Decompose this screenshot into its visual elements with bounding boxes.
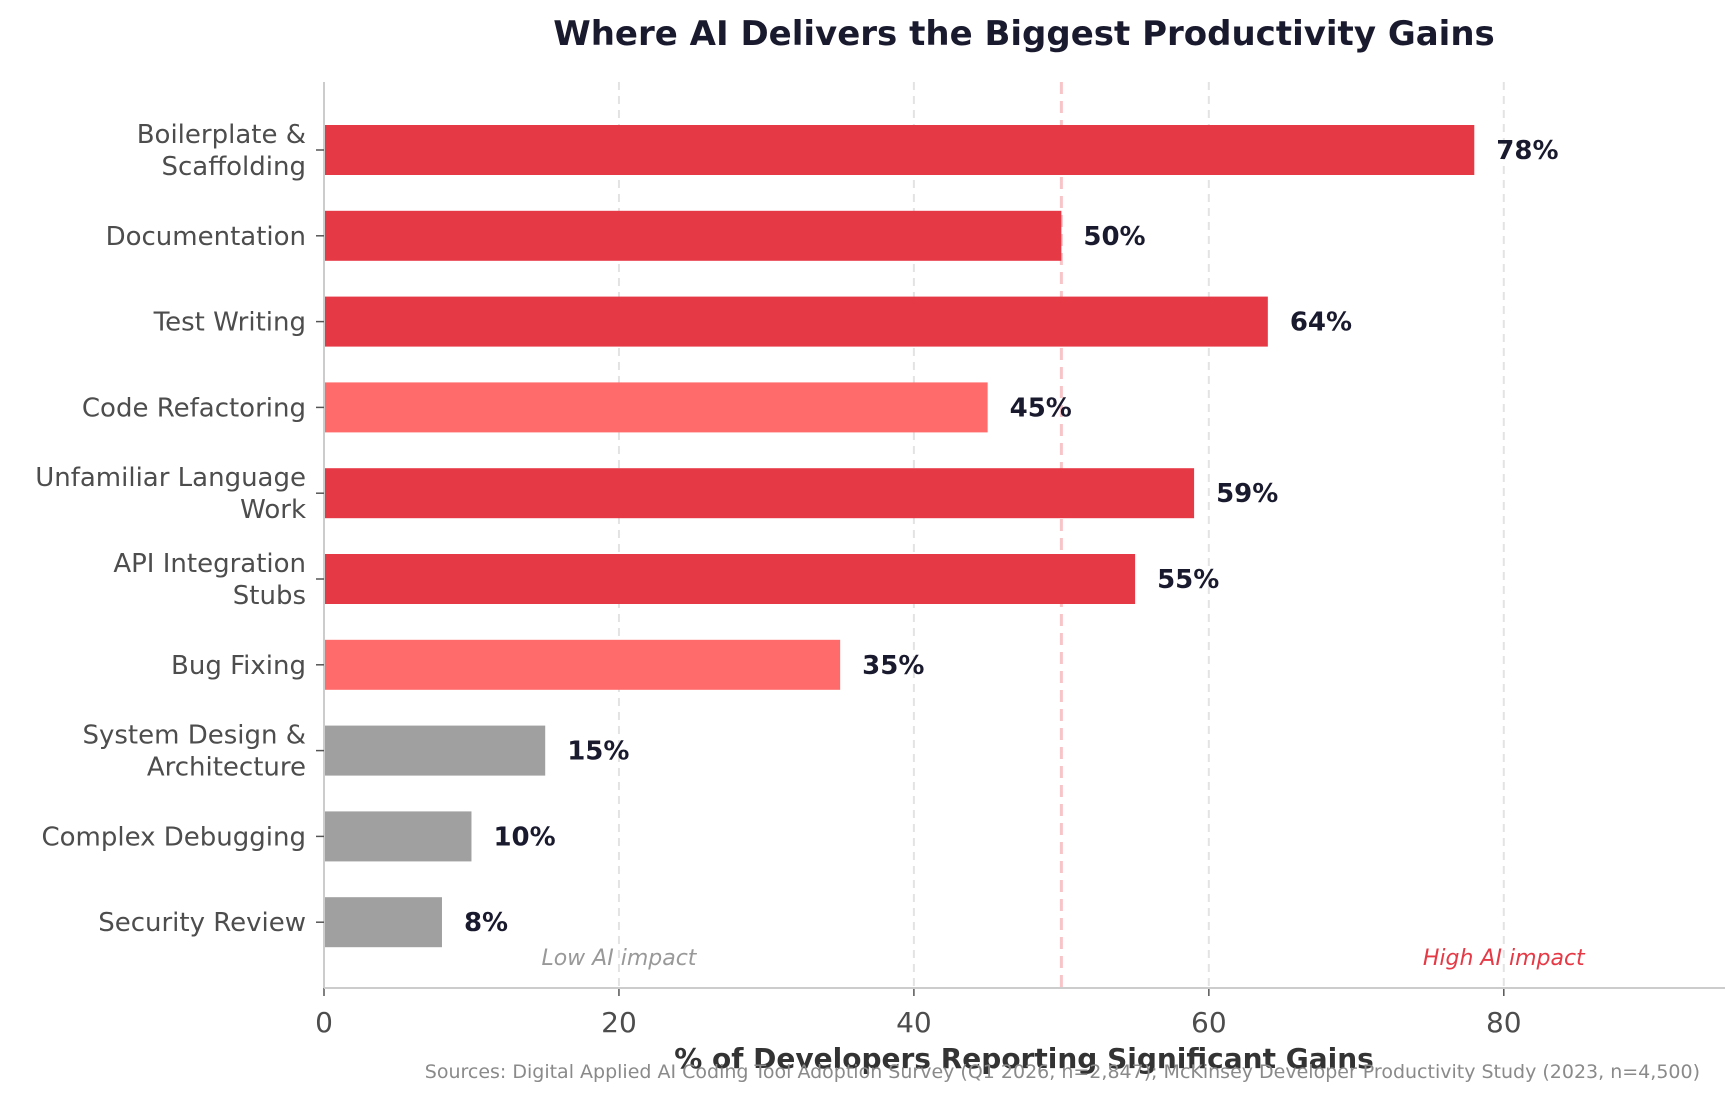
category-label: Test Writing: [153, 308, 306, 338]
value-label: 8%: [464, 908, 508, 938]
value-labels: 78% 50% 64% 45% 59% 55% 35% 15% 10% 8%: [464, 136, 1559, 938]
bar: [324, 382, 988, 433]
bars: [324, 125, 1475, 948]
grid-lines: [617, 82, 1505, 988]
category-label: Bug Fixing: [171, 651, 306, 681]
annotation-label: Low AI impact: [541, 946, 697, 971]
category-label: Security Review: [98, 908, 306, 938]
source-note: Sources: Digital Applied AI Coding Tool …: [425, 1061, 1700, 1083]
x-axis-label: % of Developers Reporting Significant Ga…: [674, 1042, 1374, 1075]
category-label-line: Boilerplate &: [137, 120, 306, 150]
x-tick-label: 40: [896, 1006, 932, 1039]
category-label: Code Refactoring: [82, 393, 306, 423]
bar: [324, 210, 1062, 261]
category-label-line: Stubs: [233, 581, 306, 611]
bar: [324, 554, 1136, 604]
category-label: System Design & Architecture: [82, 721, 306, 783]
bar: [324, 468, 1195, 519]
category-label-line: Scaffolding: [162, 152, 307, 182]
value-label: 10%: [493, 822, 555, 852]
x-tick-label: 80: [1486, 1006, 1522, 1039]
category-label: API Integration Stubs: [113, 549, 306, 611]
value-label: 45%: [1010, 393, 1072, 423]
category-labels: Boilerplate & Scaffolding Documentation Tes…: [35, 120, 306, 938]
bar: [324, 725, 546, 776]
value-label: 55%: [1157, 565, 1219, 595]
annotations: Low AI impact High AI impact: [541, 946, 1586, 971]
bar: [324, 125, 1475, 175]
annotation-label: High AI impact: [1423, 946, 1586, 971]
category-label: Documentation: [106, 222, 306, 252]
category-label-line: System Design &: [82, 721, 306, 751]
bar: [324, 897, 442, 948]
category-label: Unfamiliar Language Work: [35, 463, 306, 525]
category-label: Boilerplate & Scaffolding: [137, 120, 306, 182]
x-tick-label: 0: [315, 1006, 333, 1039]
category-label-line: Test Writing: [153, 308, 306, 338]
category-label-line: Security Review: [98, 908, 306, 938]
category-label-line: Bug Fixing: [171, 651, 306, 681]
value-label: 50%: [1083, 222, 1145, 252]
category-label: Complex Debugging: [41, 822, 306, 852]
category-label-line: Work: [240, 495, 306, 525]
value-label: 35%: [862, 651, 924, 681]
x-tick-label: 20: [601, 1006, 637, 1039]
value-label: 64%: [1290, 308, 1352, 338]
category-label-line: API Integration: [113, 549, 306, 579]
bar: [324, 296, 1268, 347]
bar: [324, 639, 841, 690]
bar: [324, 811, 472, 862]
category-label-line: Complex Debugging: [41, 822, 306, 852]
category-label-line: Code Refactoring: [82, 393, 306, 423]
chart-title: Where AI Delivers the Biggest Productivi…: [553, 14, 1495, 54]
category-label-line: Documentation: [106, 222, 306, 252]
axes: 0 20 40 60 80: [315, 82, 1725, 1039]
x-tick-label: 60: [1191, 1006, 1227, 1039]
category-label-line: Architecture: [147, 753, 306, 783]
category-label-line: Unfamiliar Language: [35, 463, 306, 493]
value-label: 15%: [567, 737, 629, 767]
value-label: 59%: [1216, 479, 1278, 509]
value-label: 78%: [1496, 136, 1558, 166]
